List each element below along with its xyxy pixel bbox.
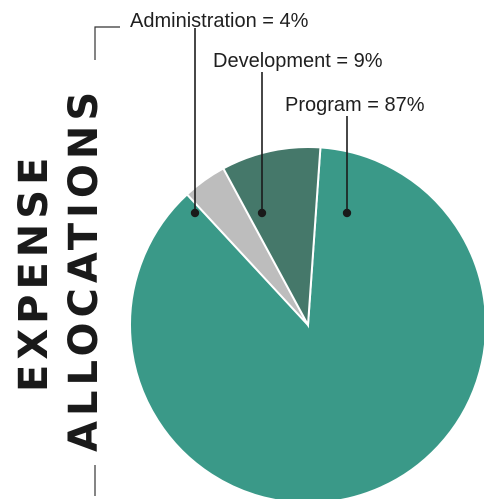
label-program: Program = 87% — [285, 94, 425, 116]
marker-administration — [190, 208, 200, 218]
label-development: Development = 9% — [213, 50, 383, 72]
marker-program — [342, 208, 352, 218]
marker-development — [257, 208, 267, 218]
chart-title-line1: EXPENSE — [11, 153, 57, 392]
chart-title-line2: ALLOCATIONS — [61, 87, 107, 452]
slice-development — [221, 146, 322, 329]
pie-slices — [129, 146, 484, 499]
slice-program — [129, 146, 484, 499]
label-administration: Administration = 4% — [130, 10, 309, 32]
title-bracket-top — [94, 26, 120, 60]
